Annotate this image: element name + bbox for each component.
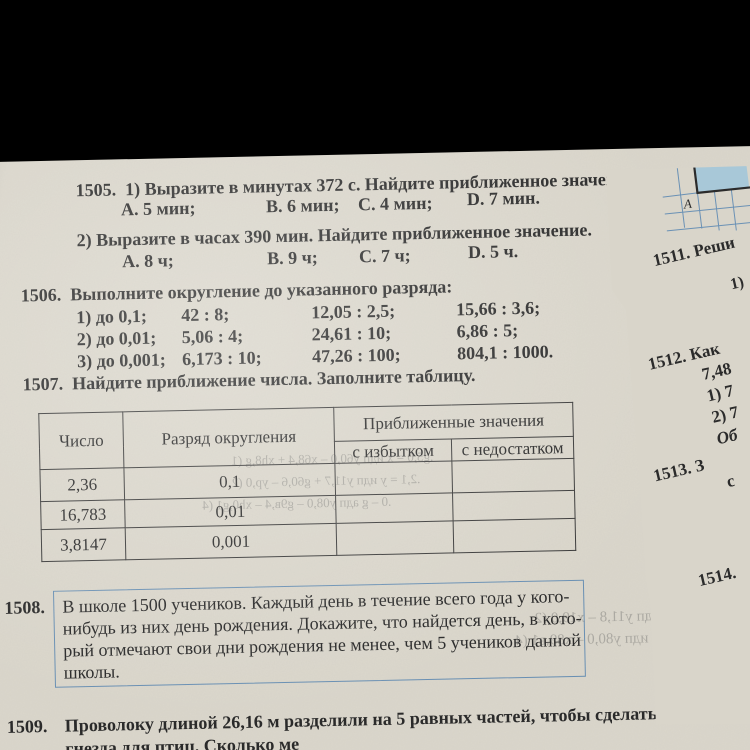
svg-text:A: A (682, 196, 693, 212)
